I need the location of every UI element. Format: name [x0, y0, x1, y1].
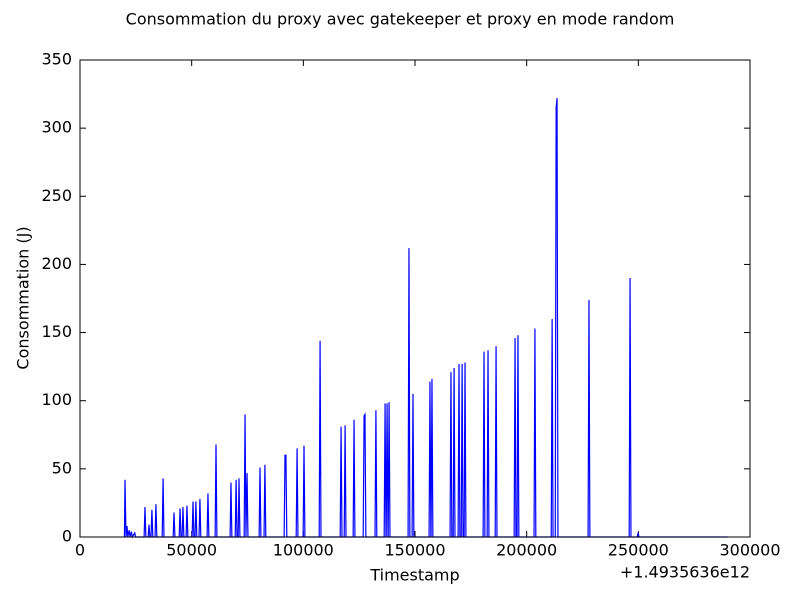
y-tick-label: 50 [52, 458, 72, 477]
chart-title: Consommation du proxy avec gatekeeper et… [126, 10, 675, 29]
y-tick-label: 300 [41, 118, 72, 137]
y-axis-label: Consommation (J) [14, 226, 33, 369]
y-tick-label: 100 [41, 390, 72, 409]
y-tick-label: 250 [41, 186, 72, 205]
x-tick-label: 100000 [273, 541, 334, 560]
x-tick-label: 50000 [166, 541, 217, 560]
y-tick-label: 350 [41, 50, 72, 69]
x-offset-label: +1.4935636e12 [620, 563, 750, 582]
x-axis-label: Timestamp [369, 566, 459, 585]
x-tick-label: 0 [75, 541, 85, 560]
y-tick-label: 200 [41, 254, 72, 273]
x-tick-label: 150000 [384, 541, 445, 560]
y-tick-label: 0 [62, 527, 72, 546]
x-tick-label: 300000 [719, 541, 780, 560]
y-tick-label: 150 [41, 322, 72, 341]
x-tick-label: 250000 [608, 541, 669, 560]
x-tick-label: 200000 [496, 541, 557, 560]
plot-frame [79, 59, 751, 538]
